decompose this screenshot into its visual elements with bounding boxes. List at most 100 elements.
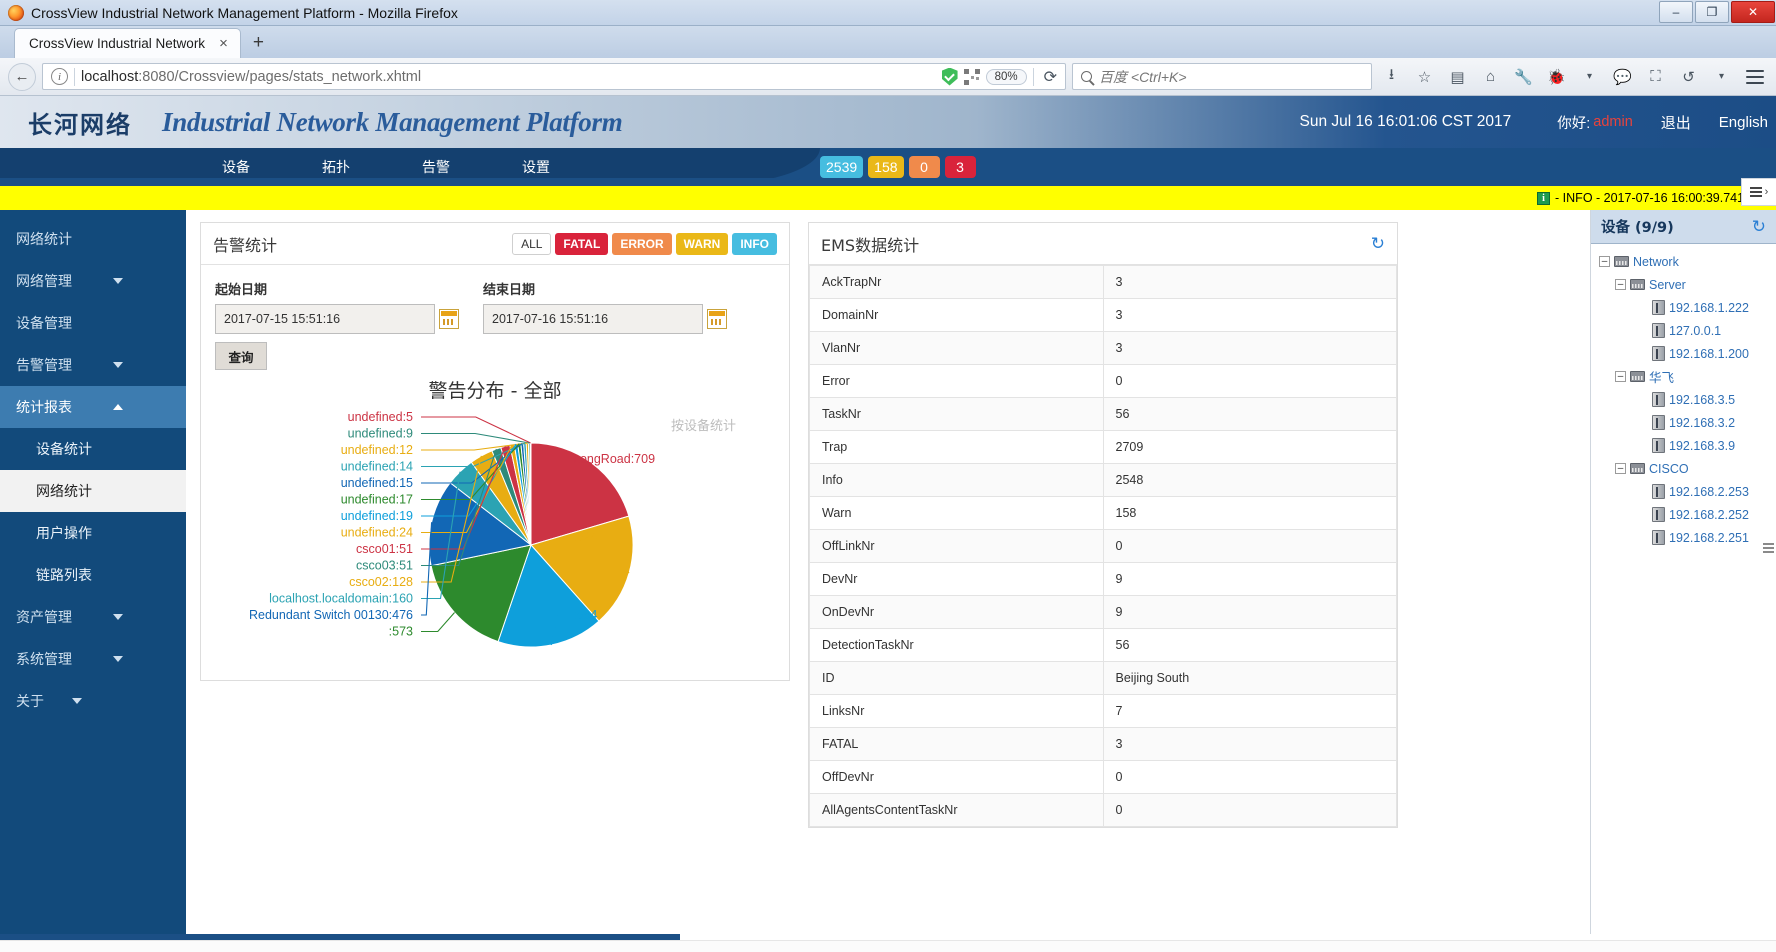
badge-fatal[interactable]: 3 xyxy=(944,156,976,178)
app-body: 网络统计 网络管理 设备管理 告警管理 统计报表 设备统计 网络统计 xyxy=(0,178,1776,934)
minimize-button[interactable]: – xyxy=(1659,1,1693,23)
sidebar-item-about[interactable]: 关于 xyxy=(0,680,186,722)
sidebar-subitem-user-ops[interactable]: 用户操作 xyxy=(0,512,186,554)
chevron-down-icon[interactable]: ▾ xyxy=(1586,71,1593,82)
tree-node-level3[interactable]: 192.168.2.252 xyxy=(1597,503,1776,526)
pie-chart-svg[interactable]: undefined:5 undefined:9 undefined:12 undefi… xyxy=(201,403,789,673)
sidebar-item-system-mgmt[interactable]: 系统管理 xyxy=(0,638,186,680)
chart-watermark: 按设备统计 xyxy=(671,419,737,434)
dropdown-icon[interactable]: ▾ xyxy=(1718,71,1725,82)
nav-item-alarms[interactable]: 告警 xyxy=(422,160,450,176)
sidebar-label: 网络管理 xyxy=(16,274,72,290)
tree-node-level3[interactable]: 127.0.0.1 xyxy=(1597,319,1776,342)
sidebar-item-stats-reports[interactable]: 统计报表 xyxy=(0,386,186,428)
start-date-label: 起始日期 xyxy=(215,283,268,298)
tree-node-level2[interactable]: – Server xyxy=(1597,273,1776,296)
filter-fatal-button[interactable]: FATAL xyxy=(555,232,609,255)
table-row: ID Beijing South xyxy=(809,661,1397,695)
expander-icon[interactable]: – xyxy=(1615,279,1626,290)
table-row: AllAgentsContentTaskNr 0 xyxy=(809,793,1397,827)
wrench-icon[interactable]: 🔧 xyxy=(1514,68,1533,86)
tree-node-level3[interactable]: 192.168.2.251 xyxy=(1597,526,1776,549)
pie-slice-label: localhost.localdomain:160 xyxy=(269,592,413,606)
browser-tab[interactable]: CrossView Industrial Network × xyxy=(14,28,241,58)
tree-node-level1[interactable]: – Network xyxy=(1597,250,1776,273)
calendar-icon[interactable] xyxy=(439,309,459,329)
ems-value: 3 xyxy=(1102,727,1397,761)
ems-table: AckTrapNr 3 DomainNr 3 VlanNr 3 Error 0 TaskNr 56… xyxy=(809,265,1397,827)
qr-code-icon[interactable] xyxy=(963,68,980,85)
download-icon[interactable]: ⭳ xyxy=(1388,66,1395,83)
logout-link[interactable]: 退出 xyxy=(1660,114,1691,132)
start-date-input[interactable]: 2017-07-15 15:51:16 xyxy=(215,304,435,334)
badge-info[interactable]: 2539 xyxy=(820,156,864,178)
pie-slice[interactable] xyxy=(430,544,532,643)
sidebar-subitem-device-stats[interactable]: 设备统计 xyxy=(0,428,186,470)
shield-icon[interactable] xyxy=(941,67,958,86)
panel-toggle-button[interactable]: › xyxy=(1741,178,1776,206)
filter-info-button[interactable]: INFO xyxy=(732,232,777,255)
query-button[interactable]: 查询 xyxy=(215,342,267,370)
sidebar-subitem-link-list[interactable]: 链路列表 xyxy=(0,554,186,596)
sidebar-item-device-mgmt[interactable]: 设备管理 xyxy=(0,302,186,344)
menu-button[interactable] xyxy=(1741,63,1768,90)
tree-node-level3[interactable]: 192.168.3.2 xyxy=(1597,411,1776,434)
tree-node-level2[interactable]: – 华飞 xyxy=(1597,365,1776,388)
url-bar[interactable]: i localhost:8080/Crossview/pages/stats_n… xyxy=(42,63,1066,90)
badge-warn[interactable]: 158 xyxy=(868,156,904,178)
server-datetime: Sun Jul 16 16:01:06 CST 2017 xyxy=(1299,113,1512,130)
sidebar-item-alarm-mgmt[interactable]: 告警管理 xyxy=(0,344,186,386)
expander-icon[interactable]: – xyxy=(1615,371,1626,382)
site-info-icon[interactable]: i xyxy=(51,68,68,85)
tree-node-level3[interactable]: 192.168.3.5 xyxy=(1597,388,1776,411)
nav-item-devices[interactable]: 设备 xyxy=(222,160,250,176)
reload-icon[interactable]: ⟳ xyxy=(1043,68,1057,86)
language-link[interactable]: English xyxy=(1718,113,1768,131)
sidebar-item-network-mgmt[interactable]: 网络管理 xyxy=(0,260,186,302)
pie-slice-label: csco03:51 xyxy=(356,559,413,573)
expander-icon[interactable]: – xyxy=(1599,256,1610,267)
tab-close-icon[interactable]: × xyxy=(219,35,228,52)
star-icon[interactable]: ☆ xyxy=(1417,68,1432,86)
chevron-down-icon xyxy=(72,698,82,704)
calendar-icon[interactable] xyxy=(707,309,727,329)
tab-title: CrossView Industrial Network xyxy=(29,36,206,51)
resize-grip[interactable] xyxy=(1763,543,1774,554)
filter-warn-button[interactable]: WARN xyxy=(675,232,729,255)
close-button[interactable]: ✕ xyxy=(1731,1,1775,23)
sidebar-item-asset-mgmt[interactable]: 资产管理 xyxy=(0,596,186,638)
tree-node-level2[interactable]: – CISCO xyxy=(1597,457,1776,480)
ems-value: 3 xyxy=(1102,298,1397,332)
maximize-button[interactable]: ❐ xyxy=(1695,1,1729,23)
zoom-level-button[interactable]: 80% xyxy=(985,68,1027,85)
sidebar-sublabel: 链路列表 xyxy=(36,568,92,584)
undo-icon[interactable]: ↺ xyxy=(1682,68,1695,86)
filter-error-button[interactable]: ERROR xyxy=(612,232,672,255)
tree-node-level3[interactable]: 192.168.2.253 xyxy=(1597,480,1776,503)
expander-icon[interactable]: – xyxy=(1615,463,1626,474)
new-tab-button[interactable]: + xyxy=(252,32,264,53)
tree-node-level3[interactable]: 192.168.1.222 xyxy=(1597,296,1776,319)
refresh-icon[interactable]: ↻ xyxy=(1370,233,1385,253)
badge-error[interactable]: 0 xyxy=(908,156,940,178)
sidebar-subitem-network-stats[interactable]: 网络统计 xyxy=(0,470,186,512)
chat-icon[interactable]: 💬 xyxy=(1613,68,1632,86)
filter-all-button[interactable]: ALL xyxy=(512,232,552,255)
refresh-icon[interactable]: ↻ xyxy=(1751,216,1766,236)
bug-icon[interactable]: 🐞 xyxy=(1547,68,1566,86)
end-date-input[interactable]: 2017-07-16 15:51:16 xyxy=(483,304,703,334)
library-icon[interactable]: ▤ xyxy=(1450,68,1465,86)
ems-key: AllAgentsContentTaskNr xyxy=(809,793,1104,827)
nav-item-settings[interactable]: 设置 xyxy=(522,160,550,176)
back-button[interactable]: ← xyxy=(8,62,36,91)
tree-node-level3[interactable]: 192.168.3.9 xyxy=(1597,434,1776,457)
tree-node-level3[interactable]: 192.168.1.200 xyxy=(1597,342,1776,365)
pie-slice-label: :573 xyxy=(389,625,413,639)
home-icon[interactable]: ⌂ xyxy=(1485,68,1496,85)
table-row: DetectionTaskNr 56 xyxy=(809,628,1397,662)
search-bar[interactable]: 百度 <Ctrl+K> xyxy=(1072,63,1372,90)
nav-item-topology[interactable]: 拓扑 xyxy=(322,160,350,176)
alarm-panel-header: 告警统计 ALL FATAL ERROR WARN INFO xyxy=(201,223,789,265)
sidebar-item-network-stats[interactable]: 网络统计 xyxy=(0,218,186,260)
crop-icon[interactable]: ⛶ xyxy=(1650,68,1661,85)
